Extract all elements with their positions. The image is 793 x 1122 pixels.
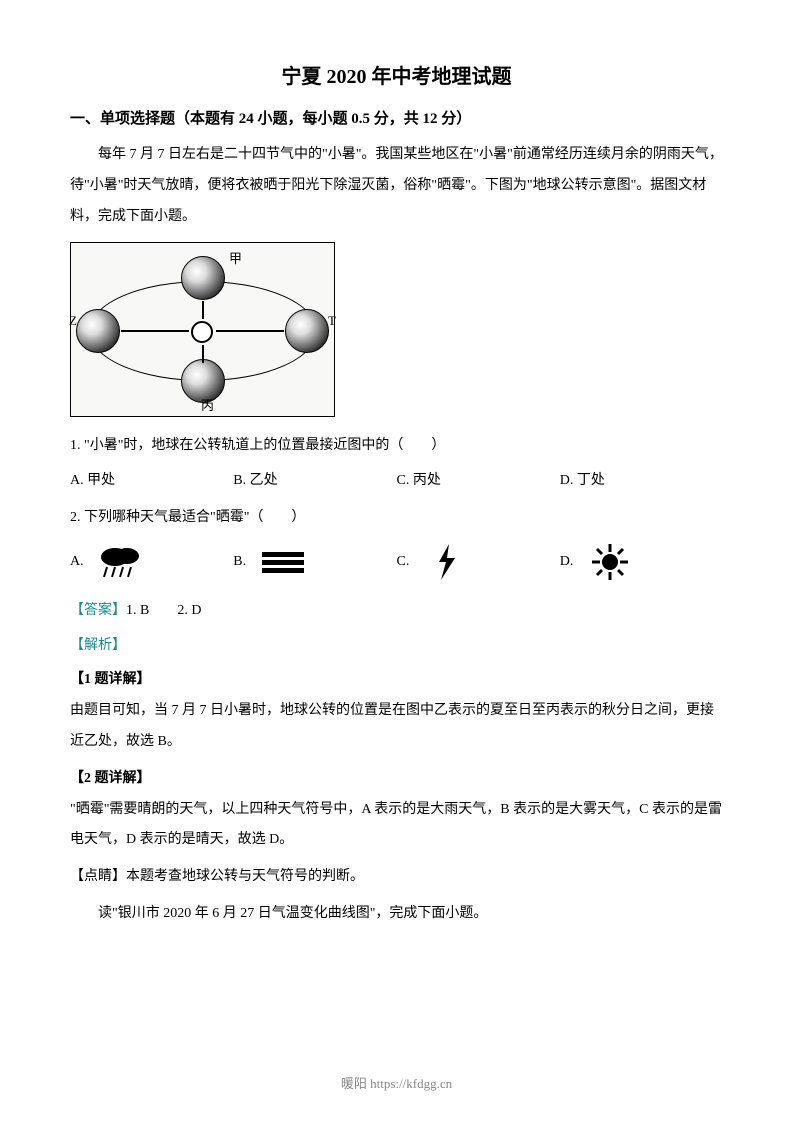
q2-option-c: C. xyxy=(397,544,560,580)
page-title: 宁夏 2020 年中考地理试题 xyxy=(70,60,723,89)
q2-b-label: B. xyxy=(233,554,246,570)
detail2-text: "晒霉"需要晴朗的天气，以上四种天气符号中，A 表示的是大雨天气，B 表示的是大… xyxy=(70,795,723,857)
q1-option-d: D. 丁处 xyxy=(560,466,723,497)
question-2: 2. 下列哪种天气最适合"晒霉"（ ） xyxy=(70,503,723,534)
arrow-up xyxy=(202,301,204,319)
q2-a-label: A. xyxy=(70,554,84,570)
lightning-icon xyxy=(421,544,471,580)
footer: 暖阳 https://kfdgg.cn xyxy=(0,1073,793,1092)
arrow-left xyxy=(121,330,189,332)
q2-options: A. B. C. xyxy=(70,544,723,580)
q1-options: A. 甲处 B. 乙处 C. 丙处 D. 丁处 xyxy=(70,466,723,497)
arrow-right xyxy=(216,330,284,332)
detail2-header: 【2 题详解】 xyxy=(70,764,723,795)
orbit-diagram: 甲 Z T 丙 xyxy=(70,242,335,417)
next-passage: 读"银川市 2020 年 6 月 27 日气温变化曲线图"，完成下面小题。 xyxy=(70,899,723,930)
arrow-down xyxy=(202,345,204,363)
answer-line: 【答案】1. B 2. D xyxy=(70,596,723,627)
q1-option-c: C. 丙处 xyxy=(397,466,560,497)
q1-option-a: A. 甲处 xyxy=(70,466,233,497)
fog-icon xyxy=(258,544,308,580)
label-top: 甲 xyxy=(229,248,242,267)
label-left: Z xyxy=(69,313,77,329)
q2-d-label: D. xyxy=(560,554,574,570)
rain-icon xyxy=(96,544,146,580)
label-bottom: 丙 xyxy=(201,395,214,414)
analysis-line: 【解析】 xyxy=(70,631,723,662)
question-1: 1. "小暑"时，地球在公转轨道上的位置最接近图中的（ ） xyxy=(70,431,723,462)
q2-c-label: C. xyxy=(397,554,410,570)
q1-option-b: B. 乙处 xyxy=(233,466,396,497)
detail1-header: 【1 题详解】 xyxy=(70,665,723,696)
tip-text: 【点睛】本题考查地球公转与天气符号的判断。 xyxy=(70,862,723,893)
sun-icon xyxy=(585,544,635,580)
answer-label: 【答案】 xyxy=(70,603,126,618)
q2-option-a: A. xyxy=(70,544,233,580)
section-header: 一、单项选择题（本题有 24 小题，每小题 0.5 分，共 12 分） xyxy=(70,107,723,128)
q2-option-d: D. xyxy=(560,544,723,580)
analysis-label: 【解析】 xyxy=(70,638,126,653)
label-right: T xyxy=(328,313,336,329)
detail1-text: 由题目可知，当 7 月 7 日小暑时，地球公转的位置是在图中乙表示的夏至日至丙表… xyxy=(70,696,723,758)
globe-right xyxy=(285,309,329,353)
q2-option-b: B. xyxy=(233,544,396,580)
intro-passage: 每年 7 月 7 日左右是二十四节气中的"小暑"。我国某些地区在"小暑"前通常经… xyxy=(70,140,723,232)
answer-text: 1. B 2. D xyxy=(126,603,201,618)
